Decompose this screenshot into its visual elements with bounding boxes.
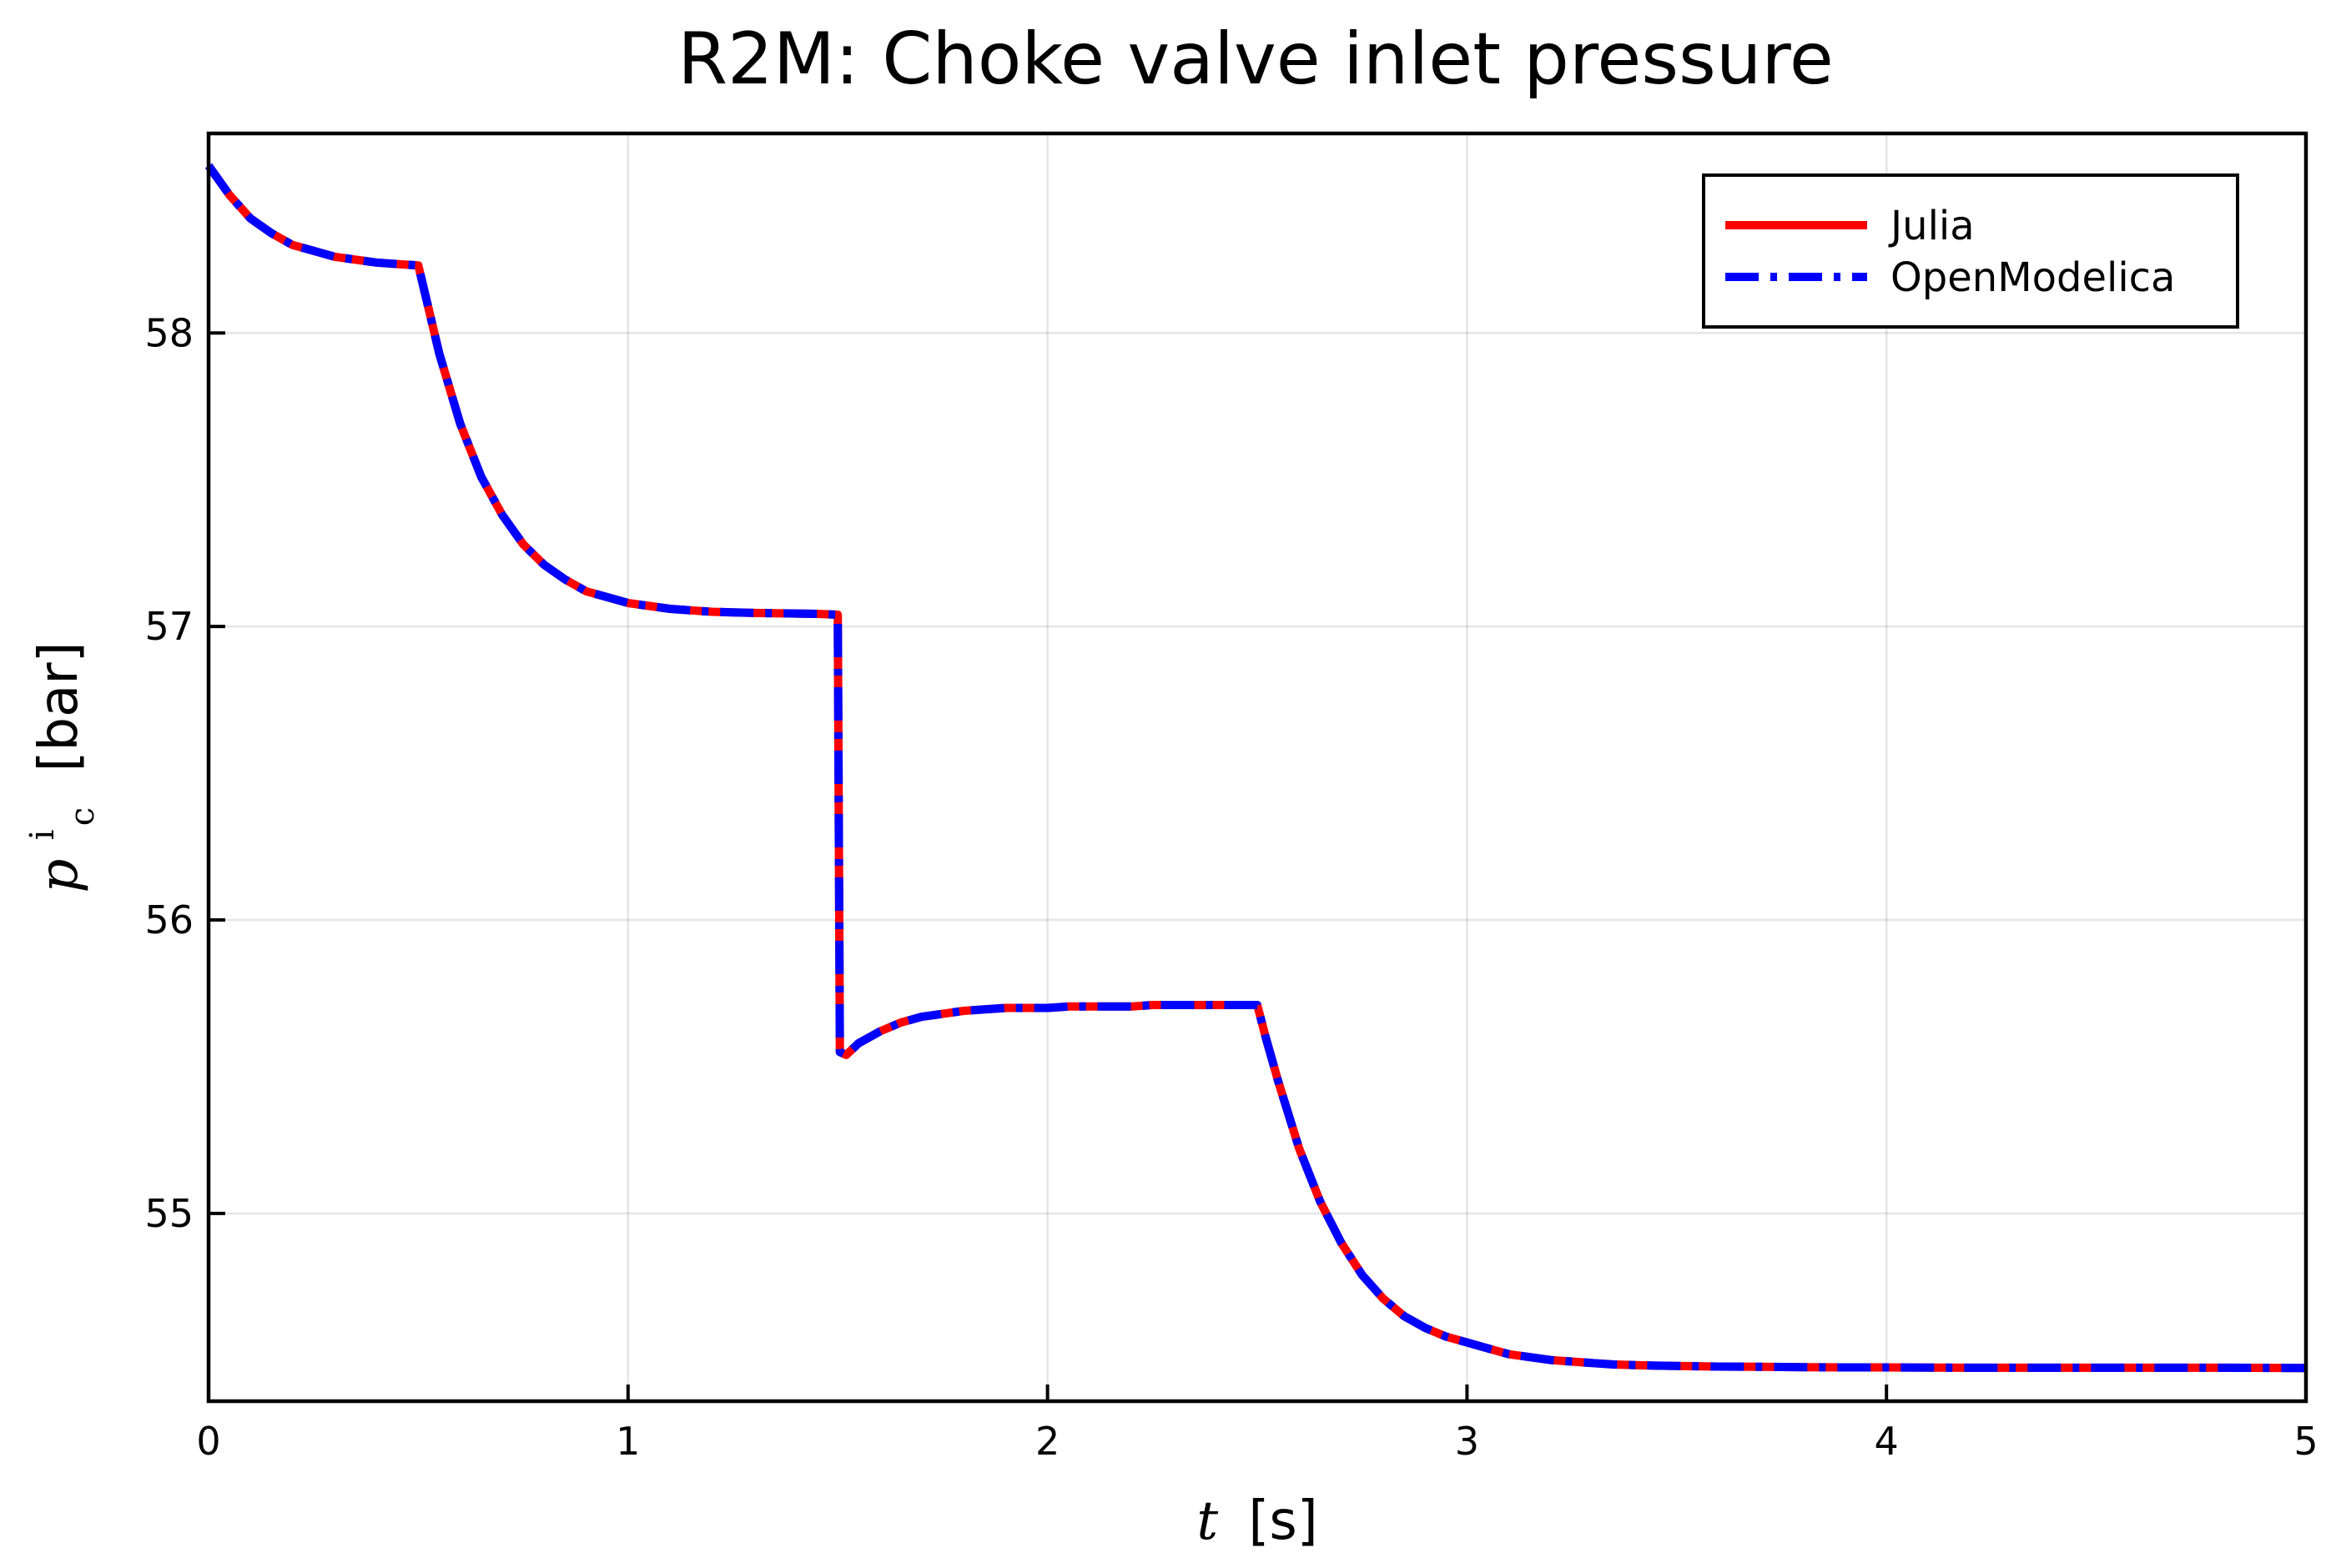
- legend-box: [1702, 173, 2239, 329]
- y-axis-unit: [bar]: [28, 641, 90, 771]
- x-tick-label: 0: [196, 1419, 220, 1464]
- y-axis-subscript: c: [63, 807, 102, 826]
- x-tick-label: 5: [2293, 1419, 2318, 1464]
- legend: Julia OpenModelica: [1702, 173, 2239, 329]
- svg-text:p i c [bar]: p i c [bar]: [5, 641, 107, 892]
- x-axis-unit: [s]: [1248, 1490, 1317, 1552]
- x-axis-ticks: 0 1 2 3 4 5: [196, 1385, 2318, 1464]
- x-tick-label: 1: [616, 1419, 640, 1464]
- x-tick-label: 2: [1035, 1419, 1060, 1464]
- series-layer: [204, 163, 2307, 1373]
- y-axis-variable: p: [28, 859, 90, 893]
- y-axis-label: p i c [bar]: [5, 641, 107, 892]
- x-tick-label: 3: [1455, 1419, 1479, 1464]
- y-axis-ticks: 55 56 57 58: [144, 310, 225, 1236]
- legend-label-openmodelica: OpenModelica: [1890, 254, 2175, 301]
- chart-title: R2M: Choke valve inlet pressure: [677, 18, 1834, 101]
- x-tick-label: 4: [1875, 1419, 1899, 1464]
- y-axis-superscript: i: [23, 830, 62, 841]
- series-line-openmodelica: [204, 163, 2307, 1373]
- x-axis-variable: t: [1196, 1490, 1218, 1552]
- x-axis-label: t [s]: [1196, 1490, 1317, 1552]
- legend-label-julia: Julia: [1888, 203, 1975, 249]
- plot-frame: [206, 131, 2308, 1404]
- y-tick-label: 58: [144, 310, 194, 355]
- y-tick-label: 55: [144, 1191, 194, 1236]
- y-tick-label: 56: [144, 897, 194, 942]
- y-tick-label: 57: [144, 604, 194, 649]
